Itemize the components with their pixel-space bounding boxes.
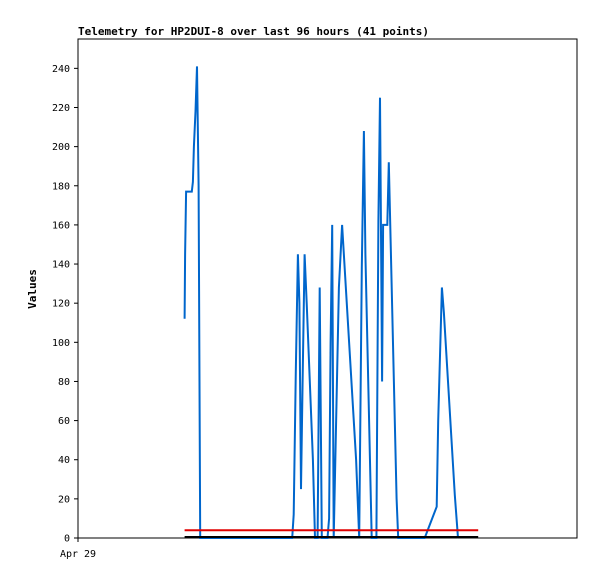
- telemetry-series-line: [183, 66, 459, 539]
- y-tick-label: 80: [58, 377, 70, 388]
- y-axis: 0 20 40 60 80 100 120 140 160 180 200 220 240: [52, 64, 78, 545]
- x-tick-label: Apr 29: [60, 549, 96, 560]
- y-tick-label: 160: [52, 220, 70, 231]
- plot-area: [77, 38, 578, 539]
- series-layer: [183, 66, 479, 539]
- y-tick-label: 20: [58, 494, 70, 505]
- chart-title: Telemetry for HP2DUI-8 over last 96 hour…: [78, 25, 429, 38]
- y-tick-label: 100: [52, 338, 70, 349]
- x-axis: Apr 29: [60, 538, 96, 560]
- y-tick-label: 60: [58, 416, 70, 427]
- y-tick-label: 240: [52, 64, 70, 75]
- y-tick-label: 200: [52, 142, 70, 153]
- y-tick-label: 180: [52, 181, 70, 192]
- y-tick-label: 0: [64, 534, 70, 545]
- y-tick-label: 220: [52, 103, 70, 114]
- y-tick-label: 140: [52, 260, 70, 271]
- y-axis-label: Values: [26, 269, 39, 309]
- y-tick-label: 40: [58, 455, 70, 466]
- y-tick-label: 120: [52, 299, 70, 310]
